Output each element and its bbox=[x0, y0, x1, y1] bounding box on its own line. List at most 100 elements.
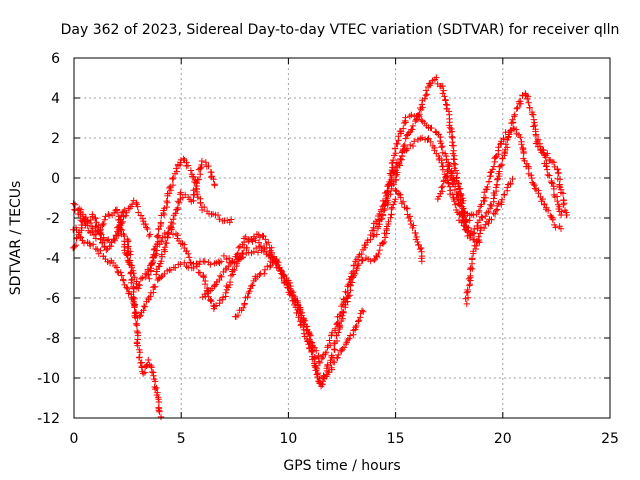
data-point-marker bbox=[197, 171, 204, 178]
data-point-marker bbox=[211, 182, 218, 189]
data-point-marker bbox=[367, 257, 374, 265]
data-point-marker bbox=[284, 284, 292, 292]
data-point-marker bbox=[385, 218, 392, 225]
data-point-marker bbox=[125, 237, 132, 245]
data-point-marker bbox=[113, 264, 120, 271]
data-point-marker bbox=[137, 275, 145, 283]
data-point-marker bbox=[103, 237, 111, 244]
data-point-marker bbox=[355, 260, 362, 268]
data-point-marker bbox=[248, 282, 255, 290]
data-point-marker bbox=[530, 116, 537, 123]
data-point-marker bbox=[180, 155, 187, 162]
data-point-marker bbox=[335, 329, 342, 336]
chart-title: Day 362 of 2023, Sidereal Day-to-day VTE… bbox=[61, 22, 620, 38]
data-point-marker bbox=[555, 170, 562, 177]
data-point-marker bbox=[266, 263, 274, 271]
data-point-marker bbox=[201, 280, 209, 288]
data-point-marker bbox=[473, 242, 480, 250]
data-point-marker bbox=[145, 232, 153, 240]
y-tick-label: 6 bbox=[51, 51, 60, 67]
data-point-marker bbox=[409, 224, 416, 232]
data-point-marker bbox=[444, 166, 451, 173]
data-point-marker bbox=[210, 176, 217, 183]
data-point-marker bbox=[190, 264, 197, 272]
data-point-marker bbox=[114, 268, 121, 275]
data-point-marker bbox=[218, 273, 225, 281]
data-point-marker bbox=[252, 237, 259, 244]
data-point-marker bbox=[163, 197, 170, 205]
data-point-marker bbox=[412, 229, 419, 237]
data-point-marker bbox=[544, 150, 551, 157]
data-point-marker bbox=[139, 274, 146, 282]
data-point-marker bbox=[205, 162, 212, 170]
series-8 bbox=[199, 196, 399, 390]
data-point-marker bbox=[201, 258, 208, 265]
data-point-marker bbox=[197, 199, 204, 207]
data-point-marker bbox=[448, 170, 455, 177]
data-point-marker bbox=[491, 210, 499, 218]
data-point-marker bbox=[177, 189, 184, 196]
data-point-marker bbox=[448, 133, 455, 140]
data-point-marker bbox=[128, 276, 136, 283]
data-point-marker bbox=[411, 138, 418, 145]
data-point-marker bbox=[261, 245, 268, 253]
data-point-marker bbox=[557, 225, 565, 232]
data-point-marker bbox=[169, 181, 177, 189]
data-point-marker bbox=[92, 215, 99, 222]
data-point-marker bbox=[384, 189, 391, 196]
data-point-marker bbox=[145, 356, 152, 364]
data-point-marker bbox=[346, 335, 353, 342]
data-point-marker bbox=[276, 265, 283, 272]
data-point-marker bbox=[359, 257, 366, 264]
data-point-marker bbox=[388, 166, 395, 174]
data-point-marker bbox=[427, 138, 434, 146]
data-point-marker bbox=[132, 309, 140, 316]
data-point-marker bbox=[543, 166, 551, 173]
data-point-marker bbox=[421, 95, 428, 102]
data-point-marker bbox=[340, 344, 348, 351]
data-point-marker bbox=[560, 201, 567, 208]
data-point-marker bbox=[548, 179, 555, 186]
data-point-marker bbox=[300, 317, 307, 324]
data-point-marker bbox=[520, 149, 527, 157]
data-point-marker bbox=[207, 296, 214, 303]
data-point-marker bbox=[497, 162, 504, 170]
series-3 bbox=[124, 236, 165, 421]
data-point-marker bbox=[414, 238, 421, 246]
data-point-marker bbox=[107, 242, 115, 250]
data-point-marker bbox=[147, 265, 154, 272]
data-point-marker bbox=[362, 241, 369, 249]
data-point-marker bbox=[401, 147, 408, 154]
data-point-marker bbox=[407, 141, 414, 149]
data-point-marker bbox=[118, 212, 125, 219]
data-point-marker bbox=[141, 303, 149, 310]
data-point-marker bbox=[396, 127, 404, 135]
data-point-marker bbox=[142, 220, 149, 228]
data-point-marker bbox=[269, 259, 276, 266]
data-point-marker bbox=[132, 314, 139, 321]
series-13 bbox=[462, 175, 516, 308]
data-point-marker bbox=[198, 157, 206, 165]
data-point-marker bbox=[261, 266, 269, 273]
data-point-marker bbox=[463, 289, 470, 296]
data-point-marker bbox=[155, 398, 163, 406]
data-point-marker bbox=[153, 233, 161, 240]
data-point-marker bbox=[153, 271, 160, 278]
data-point-marker bbox=[112, 232, 120, 239]
data-point-marker bbox=[476, 230, 484, 237]
data-point-marker bbox=[246, 288, 253, 295]
data-point-marker bbox=[216, 259, 223, 266]
data-point-marker bbox=[223, 282, 230, 290]
data-point-marker bbox=[90, 241, 97, 248]
data-point-marker bbox=[187, 259, 194, 267]
data-point-marker bbox=[348, 279, 356, 286]
data-point-marker bbox=[474, 238, 482, 245]
data-point-marker bbox=[375, 250, 382, 258]
data-point-marker bbox=[439, 183, 446, 190]
data-points bbox=[69, 74, 570, 421]
data-point-marker bbox=[494, 176, 501, 183]
data-point-marker bbox=[130, 298, 137, 305]
data-point-marker bbox=[466, 281, 473, 288]
data-point-marker bbox=[479, 214, 486, 221]
data-point-marker bbox=[382, 234, 389, 241]
